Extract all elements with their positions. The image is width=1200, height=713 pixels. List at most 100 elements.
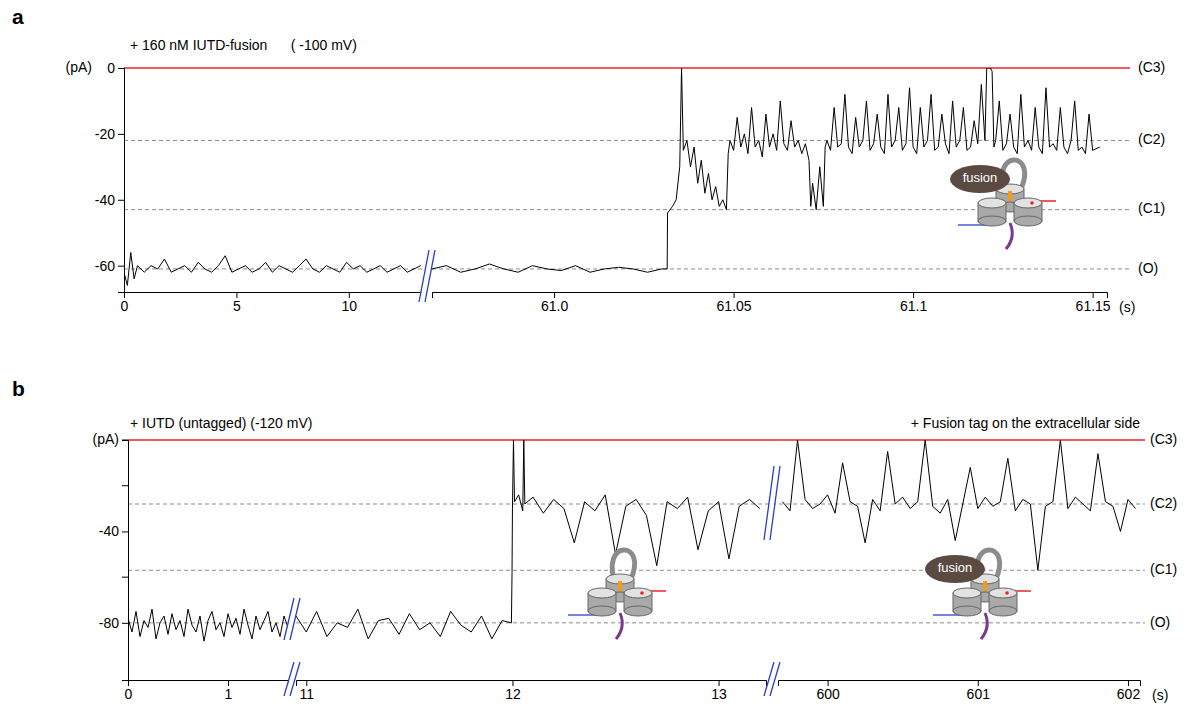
axis-title: (pA) <box>93 431 119 447</box>
level-label: (C1) <box>1150 561 1177 577</box>
tick: 11 <box>300 680 315 702</box>
inset-subunit-top <box>953 588 981 598</box>
axis: 600 601 602 <box>779 680 1141 702</box>
tick: 5 <box>233 292 241 314</box>
level-label: (O) <box>1138 260 1158 276</box>
tick: 1 <box>225 680 233 702</box>
axis-line <box>118 69 125 293</box>
level-label: (C2) <box>1150 495 1177 511</box>
axis: 11 12 13 <box>297 680 767 702</box>
level-line <box>124 67 1130 68</box>
inset-subunit-top <box>588 588 616 598</box>
axis-break <box>419 250 429 302</box>
tick-label: 61.1 <box>900 298 927 314</box>
axis-title: (pA) <box>66 59 92 75</box>
inset-subunit-bottom <box>989 606 1017 616</box>
axis: 0 -20 -40 -60 <box>95 60 125 293</box>
tick-label: -20 <box>95 126 115 142</box>
tick: 13 <box>711 680 727 702</box>
tick-label: 0 <box>121 298 129 314</box>
tick-mark <box>118 68 124 69</box>
tick: -60 <box>95 258 124 274</box>
tick: -20 <box>95 126 124 142</box>
tick: 601 <box>967 680 991 702</box>
inset-subunit-top <box>978 198 1006 208</box>
tick-label: 602 <box>1117 686 1141 702</box>
tick-label: -60 <box>95 258 115 274</box>
tick: -80 <box>99 615 128 631</box>
inset-marker <box>640 591 644 595</box>
axis-break <box>290 662 300 696</box>
current-trace <box>128 609 288 641</box>
plot-area <box>128 609 288 641</box>
inset-cartoon: fusion <box>925 550 1031 639</box>
tick: 0 <box>107 60 124 76</box>
axis-line <box>433 293 1108 299</box>
tick-label: 5 <box>233 298 241 314</box>
tick-label: -40 <box>95 192 115 208</box>
axis-title: (s) <box>1152 687 1168 703</box>
level-line <box>124 140 1130 141</box>
axis-title: (s) <box>1119 299 1135 315</box>
tick: 61.15 <box>1076 292 1111 314</box>
inset-subunit-bottom <box>588 606 616 616</box>
tick-mark <box>122 623 128 624</box>
axis-break <box>764 466 774 540</box>
tick: 602 <box>1117 680 1141 702</box>
inset-subunit-top <box>1014 198 1042 208</box>
inset-cartoon <box>568 550 666 639</box>
current-trace <box>783 440 1136 570</box>
tick-mark <box>118 200 124 201</box>
tick-label: 0 <box>125 686 133 702</box>
level-line <box>128 622 1145 623</box>
tick-label: 600 <box>816 686 840 702</box>
tick: -40 <box>95 192 124 208</box>
axis-line <box>129 681 289 687</box>
tick-mark <box>118 266 124 267</box>
current-trace <box>296 440 760 639</box>
minor-tick-mark <box>122 577 128 578</box>
tick: 61.1 <box>900 292 927 314</box>
axis-break <box>284 662 294 696</box>
panel-label: b <box>12 377 25 400</box>
inset-fusion <box>950 165 1010 193</box>
tick-mark <box>118 134 124 135</box>
tick-label: 11 <box>300 686 315 702</box>
level-label: (C2) <box>1138 131 1165 147</box>
tick-label: 61.05 <box>717 298 752 314</box>
tick-label: 10 <box>342 298 358 314</box>
tick-label: 13 <box>711 686 727 702</box>
level-label: (C1) <box>1138 200 1165 216</box>
inset-fusion <box>925 555 985 583</box>
axis-break <box>770 662 780 696</box>
inset-tail <box>616 613 622 639</box>
axis: 01 <box>125 680 289 702</box>
annotation: + Fusion tag on the extracellular side <box>911 415 1140 431</box>
current-trace <box>124 252 421 285</box>
axis-break <box>425 250 435 302</box>
inset-subunit-top <box>989 588 1017 598</box>
tick: 61.05 <box>717 292 752 314</box>
tick: 0 <box>125 680 133 702</box>
inset-marker <box>1008 191 1012 201</box>
tick: 600 <box>816 680 840 702</box>
inset-marker <box>1005 591 1009 595</box>
level-label: (C3) <box>1138 59 1165 75</box>
tick-label: -80 <box>99 615 119 631</box>
inset-marker <box>1030 201 1034 205</box>
axis-line <box>122 441 129 681</box>
axis-break <box>770 466 780 540</box>
current-trace <box>432 68 1100 272</box>
inset-label: fusion <box>963 170 998 185</box>
axis: 0 5 10 <box>121 292 424 314</box>
plot-area <box>124 252 421 285</box>
plot-area <box>783 440 1136 570</box>
inset-subunit-top <box>624 588 652 598</box>
axis: 61.0 61.05 61.1 61.15 <box>433 292 1111 314</box>
panel-label: a <box>12 5 24 28</box>
inset-tail <box>981 613 987 639</box>
tick: 12 <box>505 680 521 702</box>
title: + 160 nM IUTD-fusion ( -100 mV) <box>130 37 357 53</box>
tick: 61.0 <box>541 292 568 314</box>
minor-tick-mark <box>122 440 128 441</box>
